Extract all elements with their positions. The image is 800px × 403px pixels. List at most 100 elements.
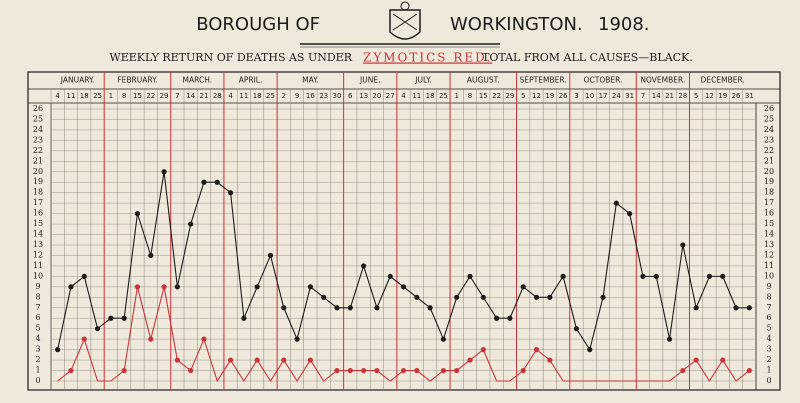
x-tick-label: 21 <box>200 92 209 100</box>
x-tick-label: 24 <box>612 92 621 100</box>
point <box>733 305 739 311</box>
x-tick-label: 22 <box>492 92 501 100</box>
month-label: JUNE. <box>359 76 380 85</box>
point <box>281 357 287 363</box>
y-tick-label-right: 16 <box>764 209 774 218</box>
point <box>573 326 580 332</box>
x-tick-label: 1 <box>109 92 113 100</box>
y-tick-label: 23 <box>33 135 43 144</box>
x-tick-label: 7 <box>175 92 179 100</box>
point <box>227 190 234 196</box>
x-tick-label: 5 <box>521 92 525 100</box>
point <box>706 273 713 279</box>
point <box>334 367 340 374</box>
title-year: 1908. <box>598 14 650 35</box>
x-tick-label: 18 <box>426 92 435 100</box>
y-tick-label: 14 <box>33 230 43 239</box>
y-tick-label-right: 26 <box>764 104 774 113</box>
point <box>693 357 699 363</box>
y-tick-label: 2 <box>35 355 40 364</box>
x-tick-label: 25 <box>439 92 448 100</box>
x-tick-label: 4 <box>55 92 60 100</box>
x-tick-label: 4 <box>401 92 406 100</box>
y-tick-label-right: 10 <box>764 271 774 280</box>
x-tick-label: 23 <box>319 92 328 100</box>
point <box>241 315 247 321</box>
point <box>427 305 433 311</box>
point <box>454 294 460 300</box>
y-tick-label: 9 <box>35 282 40 291</box>
x-tick-label: 14 <box>186 92 195 100</box>
x-tick-label: 29 <box>505 92 514 100</box>
x-tick-label: 11 <box>239 92 248 100</box>
point <box>307 357 313 363</box>
point <box>440 367 447 374</box>
point <box>281 305 287 311</box>
point <box>547 294 553 300</box>
y-tick-label: 13 <box>33 240 43 249</box>
x-tick-label: 12 <box>532 92 541 100</box>
point <box>214 179 220 185</box>
point <box>467 273 473 279</box>
y-tick-label: 0 <box>35 376 40 385</box>
point <box>374 305 380 311</box>
x-tick-label: 28 <box>213 92 222 100</box>
point <box>81 273 87 279</box>
point <box>746 305 752 311</box>
y-tick-label-right: 25 <box>764 114 774 123</box>
point <box>68 284 74 290</box>
point <box>254 357 260 363</box>
point <box>108 315 114 321</box>
y-tick-label: 15 <box>33 219 43 228</box>
y-tick-label: 20 <box>33 167 43 176</box>
point <box>227 357 234 363</box>
frame <box>27 71 781 391</box>
x-tick-label: 6 <box>348 92 353 100</box>
x-tick-label: 1 <box>454 92 458 100</box>
y-tick-label: 25 <box>33 114 43 123</box>
point <box>334 305 340 311</box>
point <box>720 357 726 363</box>
y-tick-label-right: 8 <box>766 292 771 301</box>
y-tick-label-right: 22 <box>764 146 774 155</box>
point <box>600 294 606 300</box>
x-tick-label: 31 <box>745 92 754 100</box>
y-tick-label: 3 <box>35 345 40 354</box>
x-tick-label: 26 <box>732 92 741 100</box>
crest <box>389 1 421 40</box>
point <box>680 242 686 248</box>
y-tick-label: 26 <box>33 104 43 113</box>
month-label: AUGUST. <box>467 76 500 85</box>
point <box>467 357 473 363</box>
y-tick-label: 10 <box>33 271 43 280</box>
x-tick-label: 30 <box>333 92 342 100</box>
point <box>360 263 367 269</box>
subtitle: WEEKLY RETURN OF DEATHS AS UNDER <box>109 51 352 64</box>
y-tick-label-right: 24 <box>764 125 774 134</box>
point <box>547 357 553 363</box>
point <box>374 367 380 374</box>
x-tick-label: 20 <box>372 92 381 100</box>
x-tick-label: 17 <box>599 92 608 100</box>
x-tick-label: 25 <box>266 92 275 100</box>
month-label: MARCH. <box>183 76 213 85</box>
point <box>148 252 154 259</box>
x-tick-label: 29 <box>160 92 169 100</box>
x-tick-label: 27 <box>386 92 395 100</box>
x-tick-label: 26 <box>559 92 568 100</box>
point <box>55 347 61 353</box>
x-tick-label: 18 <box>80 92 89 100</box>
x-tick-label: 19 <box>545 92 554 100</box>
x-tick-label: 8 <box>468 92 472 100</box>
y-tick-label: 11 <box>33 261 43 270</box>
point <box>347 305 353 311</box>
point <box>627 211 633 217</box>
point <box>480 347 486 353</box>
y-tick-label-right: 0 <box>766 376 771 385</box>
point <box>414 367 420 374</box>
y-tick-label-right: 9 <box>766 282 771 291</box>
x-tick-label: 5 <box>694 92 698 100</box>
y-tick-label-right: 18 <box>764 188 774 197</box>
point <box>294 336 300 342</box>
